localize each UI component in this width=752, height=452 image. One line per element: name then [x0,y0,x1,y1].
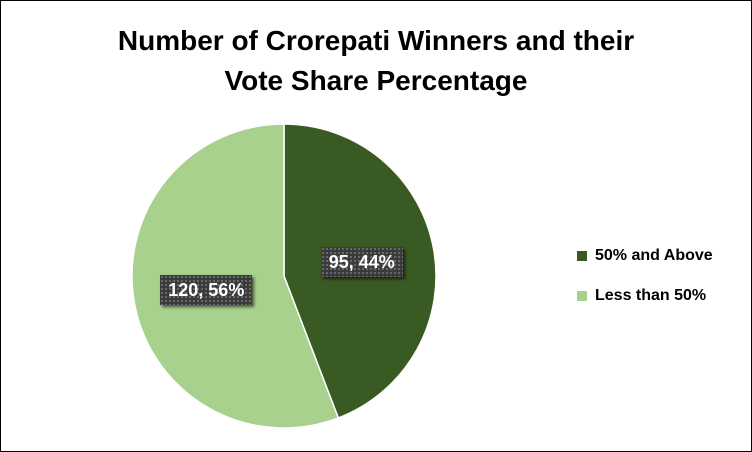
legend-swatch-less-than-50 [577,291,587,301]
legend-swatch-50-and-above [577,251,587,261]
chart-title-line-1: Number of Crorepati Winners and their [117,25,635,56]
legend-item-less-than-50: Less than 50% [577,285,713,307]
chart-title-line-2: Vote Share Percentage [224,65,528,96]
legend-item-50-and-above: 50% and Above [577,245,713,267]
legend-label-less-than-50: Less than 50% [595,287,707,304]
chart-title: Number of Crorepati Winners and their Vo… [1,21,751,101]
legend: 50% and Above Less than 50% [577,245,713,325]
legend-label-50-and-above: 50% and Above [595,247,713,264]
data-label-50-and-above: 95, 44% [320,246,403,277]
data-label-less-than-50: 120, 56% [160,275,253,306]
